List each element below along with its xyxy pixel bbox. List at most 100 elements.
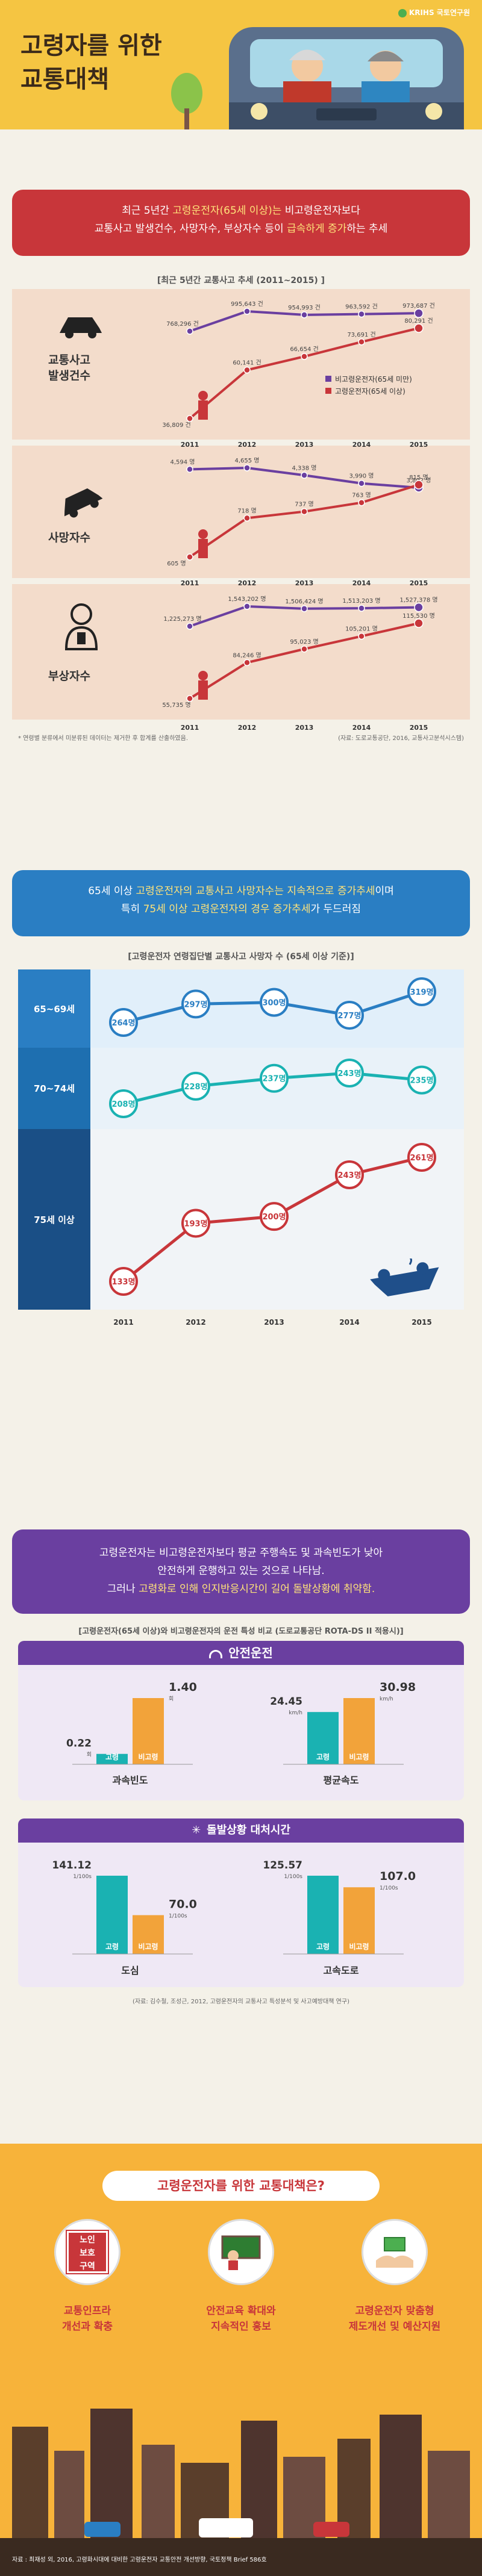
data-label-non-elderly: 4,594 명: [170, 458, 195, 465]
point-age-2: [181, 1209, 210, 1238]
point-elderly: [243, 659, 251, 667]
accident-trend-charts: 768,296 건 995,643 건 954,993 건 963,592 건 973,…: [162, 300, 437, 732]
overturned-car-icon: [370, 1258, 439, 1296]
elderly-body-icon: [198, 400, 208, 420]
point-elderly: [243, 366, 251, 374]
data-label-non-elderly: 963,592 건: [345, 303, 378, 311]
measure-education-text: 안전교육 확대와 지속적인 홍보: [206, 2305, 276, 2333]
category-label: 과속빈도: [113, 1775, 148, 1786]
point-age-2: [260, 1202, 289, 1231]
year-tick-label: 2012: [238, 724, 257, 732]
data-label-elderly: 66,654 건: [290, 346, 318, 353]
point-non-elderly: [358, 605, 365, 612]
footnote-left: * 연령별 분류에서 미분류된 데이터는 제거한 후 합계를 산출하였음.: [18, 735, 189, 742]
footer-source: 자료 : 최재성 외, 2016, 고령화시대에 대비한 고령운전자 교통안전 …: [12, 2557, 267, 2563]
age-group-chart: 264명 297명 300명 277명 319명 208명 228명 237명 243명 235명…: [109, 977, 436, 1327]
data-label-non-elderly: 4,338 명: [292, 464, 316, 471]
injured-person-icon: [64, 603, 98, 650]
section-age-groups: 65세 이상 고령운전자의 교통사고 사망자수는 지속적으로 증가추세이며 특히…: [0, 861, 482, 1493]
year-tick-label: 2012: [238, 579, 257, 587]
data-label-non-elderly: 954,993 건: [288, 304, 321, 311]
point-elderly: [186, 415, 193, 422]
point-elderly: [414, 480, 424, 490]
point-non-elderly: [301, 471, 308, 479]
legend: 비고령운전자(65세 미만) 고령운전자(65세 이상): [325, 373, 412, 397]
category-label: 평균속도: [324, 1775, 359, 1786]
unit-non-elderly: km/h: [380, 1696, 393, 1702]
year-tick-label: 2013: [295, 724, 314, 732]
unit-elderly: 1/100s: [73, 1874, 92, 1880]
unit-non-elderly: 1/100s: [380, 1885, 398, 1891]
data-label-non-elderly: 4,655 명: [234, 457, 259, 464]
section3-subtitle: [고령운전자(65세 이상)와 비고령운전자의 운전 특성 비교 (도로교통공단…: [78, 1627, 404, 1636]
data-label-elderly: 73,691 건: [347, 331, 375, 338]
point-elderly: [301, 353, 308, 360]
year-tick-label: 2013: [295, 441, 314, 449]
data-label-age-2: 243명: [337, 1171, 361, 1180]
data-label-non-elderly: 973,687 건: [402, 302, 435, 310]
year-tick-label: 2014: [352, 579, 371, 587]
point-non-elderly: [301, 311, 308, 319]
data-label-age-1: 208명: [111, 1100, 135, 1109]
year-tick-label: 2015: [410, 579, 428, 587]
point-age-2: [407, 1143, 436, 1172]
data-label-elderly: 36,809 건: [162, 422, 190, 429]
data-label-elderly: 60,141 건: [233, 359, 261, 367]
measures-title: 고령운전자를 위한 교통대책은?: [102, 2171, 380, 2201]
row-70-74: [18, 1048, 464, 1129]
speedometer-icon: [209, 1649, 223, 1658]
point-non-elderly: [414, 308, 424, 318]
year-tick-label: 2011: [181, 441, 199, 449]
group-label-70-74: 70~74세: [18, 1048, 90, 1129]
alert-icon: ✳: [192, 1824, 201, 1837]
leaf-icon: [398, 8, 407, 17]
point-age-1: [407, 1065, 436, 1095]
data-label-elderly: 718 명: [237, 507, 256, 514]
unit-elderly: km/h: [289, 1710, 302, 1716]
brand-logo: KRIHS 국토연구원: [398, 7, 470, 17]
category-label: 도심: [121, 1965, 139, 1976]
data-label-elderly: 737 명: [295, 501, 313, 508]
year-tick-label: 2011: [113, 1318, 133, 1327]
bar-non-elderly: [343, 1698, 375, 1764]
bar-label-non-elderly: 비고령: [349, 1752, 369, 1761]
point-elderly: [186, 695, 193, 702]
data-label-age-1: 237명: [262, 1074, 286, 1084]
year-tick-label: 2014: [352, 724, 371, 732]
point-age-1: [109, 1089, 138, 1118]
bar-label-elderly: 고령: [316, 1943, 330, 1951]
unit-non-elderly: 회: [169, 1696, 174, 1702]
data-label-non-elderly: 1,543,202 명: [228, 596, 266, 603]
bar-elderly: [96, 1876, 128, 1954]
value-non-elderly: 30.98: [380, 1681, 416, 1694]
point-elderly: [414, 323, 424, 333]
elderly-body-icon: [198, 680, 208, 700]
data-label-elderly: 105,201 명: [345, 626, 378, 633]
point-age-0: [260, 988, 289, 1017]
section3-source: (자료: 김수철, 조성근, 2012, 고령운전자의 교통사고 특성분석 및 …: [133, 1999, 349, 2005]
unit-non-elderly: 1/100s: [169, 1914, 187, 1920]
bar-elderly: [307, 1712, 339, 1764]
unit-elderly: 1/100s: [284, 1874, 302, 1880]
data-label-age-2: 261명: [410, 1153, 433, 1163]
data-label-age-1: 228명: [184, 1082, 207, 1092]
value-elderly: 141.12: [52, 1859, 92, 1871]
year-tick-label: 2015: [410, 724, 428, 732]
value-elderly: 24.45: [270, 1696, 302, 1708]
bar-label-non-elderly: 비고령: [138, 1752, 158, 1761]
data-label-elderly: 115,530 명: [402, 612, 435, 620]
year-tick-label: 2013: [295, 579, 314, 587]
section-accident-trend: 최근 5년간 고령운전자(65세 이상)는 비고령운전자보다 교통사고 발생건수…: [0, 129, 482, 861]
bar-label-non-elderly: 비고령: [138, 1942, 158, 1951]
value-non-elderly: 70.0: [169, 1898, 197, 1911]
safe-driving-header: 안전운전: [18, 1641, 464, 1665]
group-label-65-69: 65~69세: [18, 969, 90, 1048]
label-accident-count: 교통사고 발생건수: [48, 353, 90, 382]
point-non-elderly: [358, 479, 365, 487]
header: KRIHS 국토연구원 고령자를 위한 교통대책: [0, 0, 482, 129]
year-tick-label: 2015: [412, 1318, 431, 1327]
point-age-1: [181, 1071, 210, 1101]
section-driving-characteristics: 고령운전자는 비고령운전자보다 평균 주행속도 및 과속빈도가 낮아 안전하게 …: [0, 1493, 482, 2144]
point-non-elderly: [414, 602, 424, 612]
